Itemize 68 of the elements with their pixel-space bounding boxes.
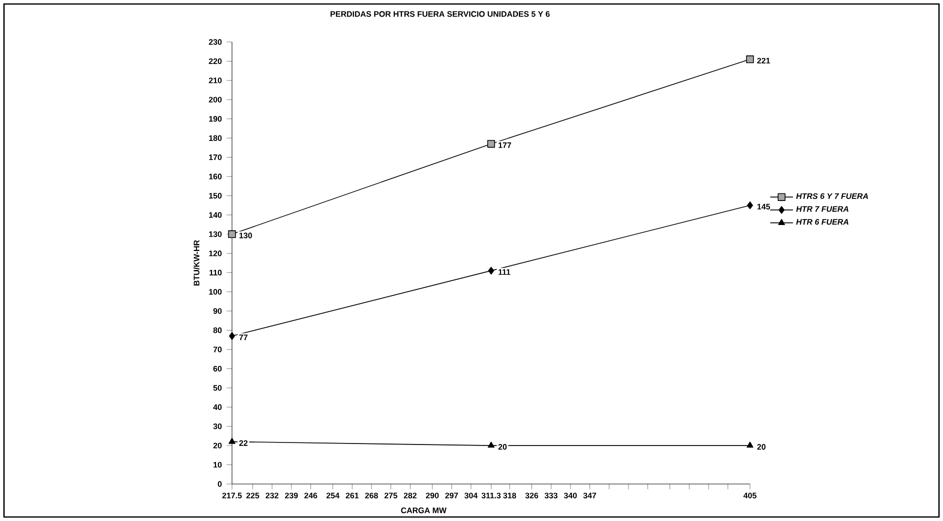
x-tick-label: 311.3 <box>482 492 501 498</box>
data-label: 20 <box>757 444 766 450</box>
y-tick-label: 130 <box>209 231 222 237</box>
x-tick-label: 297 <box>445 492 458 498</box>
legend-label: HTRS 6 Y 7 FUERA <box>796 193 868 199</box>
y-tick-label: 40 <box>213 404 222 410</box>
y-tick-label: 30 <box>213 424 222 430</box>
chart-title: PERDIDAS POR HTRS FUERA SERVICIO UNIDADES 5 Y 6 <box>330 11 550 17</box>
x-tick-label: 232 <box>266 492 278 498</box>
point <box>229 332 236 340</box>
y-tick-label: 50 <box>213 385 222 391</box>
x-tick-label: 268 <box>365 492 378 498</box>
x-tick-label: 318 <box>503 492 516 498</box>
y-tick-label: 90 <box>213 308 222 314</box>
data-label: 22 <box>239 440 248 446</box>
y-tick-label: 10 <box>214 462 222 468</box>
x-tick-label: 405 <box>743 492 756 498</box>
y-axis-title: BTU/KW-HR <box>193 240 200 286</box>
data-label: 111 <box>498 269 510 275</box>
y-tick-label: 80 <box>213 327 222 334</box>
y-tick-label: 230 <box>208 39 222 45</box>
x-tick-label: 326 <box>525 492 538 498</box>
point <box>228 230 236 238</box>
x-tick-label: 225 <box>246 492 260 498</box>
y-tick-label: 0 <box>218 481 222 487</box>
point <box>746 55 754 64</box>
y-tick-label: 120 <box>209 250 222 256</box>
x-tick-label: 347 <box>583 492 596 498</box>
x-tick-label: 340 <box>564 492 577 498</box>
x-tick-label: 275 <box>384 492 398 498</box>
x-tick-label: 254 <box>326 492 340 498</box>
y-tick-label: 100 <box>209 288 222 295</box>
data-label: 20 <box>498 444 507 450</box>
x-axis-title: CARGA MW <box>401 508 447 514</box>
y-tick-label: 210 <box>208 78 222 84</box>
data-label: 130 <box>239 232 252 238</box>
point <box>487 140 496 148</box>
y-tick-label: 20 <box>213 442 222 448</box>
legend-label: HTR 6 FUERA <box>796 219 848 225</box>
y-tick-label: 190 <box>209 116 222 122</box>
point <box>488 442 495 448</box>
x-tick-label: 246 <box>304 492 318 498</box>
point <box>488 266 494 275</box>
x-tick-label: 239 <box>285 492 298 498</box>
point <box>747 201 753 210</box>
x-tick-label: 261 <box>346 492 359 498</box>
x-tick-label: 282 <box>404 492 417 498</box>
y-tick-label: 170 <box>209 154 222 160</box>
data-label: 77 <box>239 334 248 340</box>
y-tick-label: 180 <box>209 135 222 141</box>
y-tick-label: 60 <box>213 366 222 372</box>
point <box>746 442 754 448</box>
y-tick-label: 70 <box>213 346 222 352</box>
data-label: 221 <box>757 58 770 64</box>
y-tick-label: 220 <box>208 58 222 64</box>
y-tick-label: 200 <box>208 96 222 102</box>
x-tick-label: 217.5 <box>222 492 242 498</box>
point <box>228 438 236 444</box>
data-label: 177 <box>498 142 512 148</box>
y-tick-label: 160 <box>209 174 222 180</box>
y-tick-label: 110 <box>210 270 222 276</box>
y-tick-label: 140 <box>209 212 222 218</box>
data-label: 145 <box>757 204 770 210</box>
x-tick-label: 290 <box>426 492 439 498</box>
y-tick-label: 150 <box>209 192 222 199</box>
x-tick-label: 333 <box>544 492 558 498</box>
x-tick-label: 304 <box>464 492 478 498</box>
legend-label: HTR 7 FUERA <box>796 206 848 212</box>
